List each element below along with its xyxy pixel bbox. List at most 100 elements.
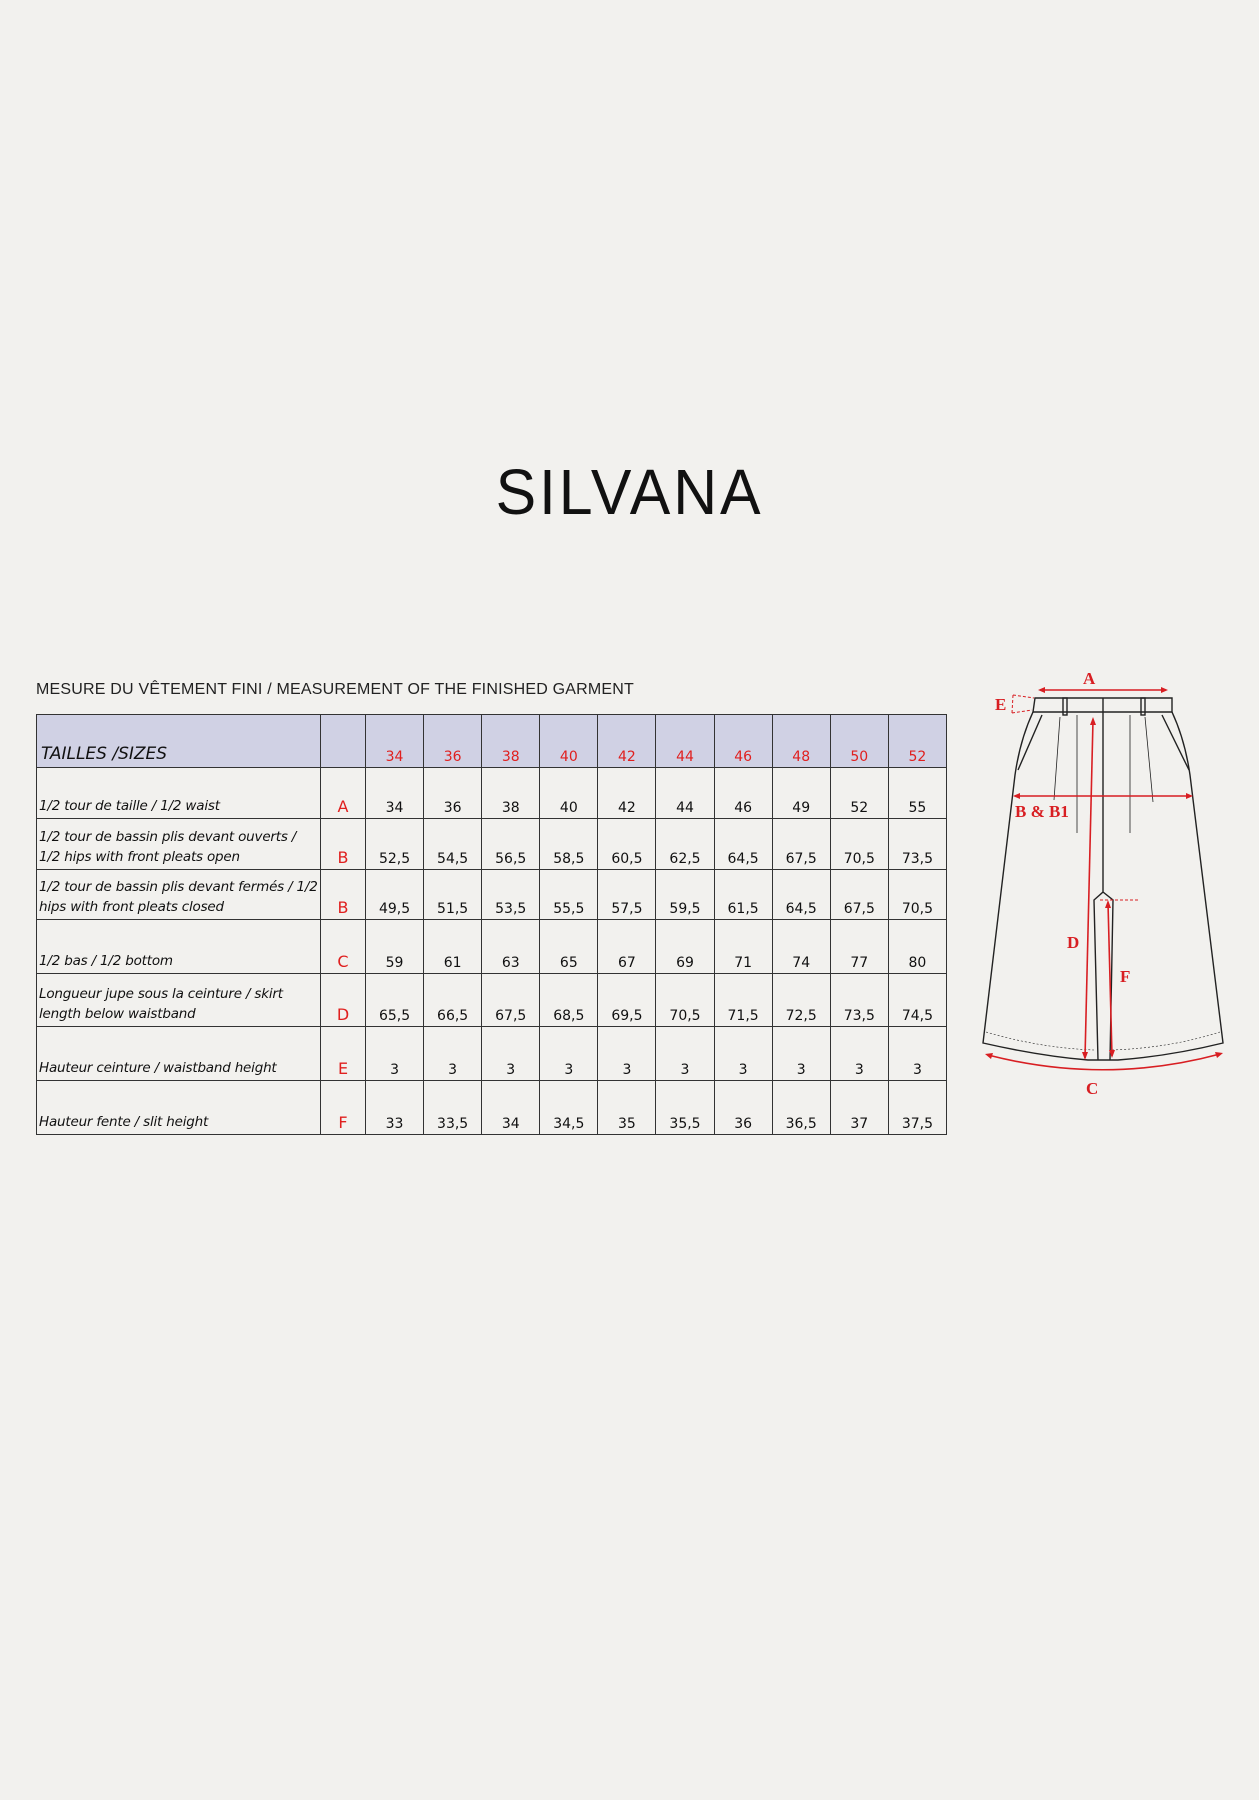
value-cell: 55 <box>887 767 948 819</box>
value-cell: 59 <box>364 919 425 974</box>
value-cell: 61,5 <box>713 869 773 920</box>
header-sizes-label: TAILLES /SIZES <box>36 714 321 768</box>
value-cell: 35 <box>597 1080 657 1135</box>
table-row: Longueur jupe sous la ceinture / skirt l… <box>36 973 948 1027</box>
value-cell: 33,5 <box>423 1080 483 1135</box>
value-cell: 73,5 <box>887 818 948 870</box>
value-cell: 33 <box>364 1080 425 1135</box>
value-cell: 46 <box>713 767 773 819</box>
value-cell: 49,5 <box>364 869 425 920</box>
header-size-44: 44 <box>655 714 715 768</box>
value-cell: 70,5 <box>829 818 889 870</box>
row-label: Hauteur fente / slit height <box>36 1080 321 1135</box>
value-cell: 66,5 <box>423 973 483 1027</box>
value-cell: 35,5 <box>655 1080 715 1135</box>
value-cell: 63 <box>481 919 541 974</box>
value-cell: 38 <box>481 767 541 819</box>
value-cell: 70,5 <box>887 869 948 920</box>
row-label: 1/2 tour de taille / 1/2 waist <box>36 767 321 819</box>
measurement-arrows <box>985 687 1223 1071</box>
table-row: 1/2 tour de bassin plis devant fermés / … <box>36 869 948 920</box>
value-cell: 73,5 <box>829 973 889 1027</box>
value-cell: 37 <box>829 1080 889 1135</box>
value-cell: 58,5 <box>539 818 599 870</box>
label-c: C <box>1086 1079 1098 1098</box>
value-cell: 77 <box>829 919 889 974</box>
value-cell: 60,5 <box>597 818 657 870</box>
table-header-row: TAILLES /SIZES 34 36 38 40 42 44 46 48 50 52 <box>36 714 948 768</box>
value-cell: 36 <box>713 1080 773 1135</box>
value-cell: 67 <box>597 919 657 974</box>
row-code: A <box>320 767 366 819</box>
row-label: 1/2 bas / 1/2 bottom <box>36 919 321 974</box>
header-size-48: 48 <box>771 714 831 768</box>
value-cell: 57,5 <box>597 869 657 920</box>
value-cell: 54,5 <box>423 818 483 870</box>
value-cell: 36,5 <box>771 1080 831 1135</box>
value-cell: 72,5 <box>771 973 831 1027</box>
value-cell: 70,5 <box>655 973 715 1027</box>
header-size-42: 42 <box>597 714 657 768</box>
table-row: 1/2 tour de bassin plis devant ouverts /… <box>36 818 948 870</box>
label-d: D <box>1067 933 1079 952</box>
row-code: F <box>320 1080 366 1135</box>
row-label: Longueur jupe sous la ceinture / skirt l… <box>36 973 321 1027</box>
value-cell: 49 <box>771 767 831 819</box>
row-label: Hauteur ceinture / waistband height <box>36 1026 321 1081</box>
value-cell: 3 <box>364 1026 425 1081</box>
label-e: E <box>995 695 1006 714</box>
size-chart-table: TAILLES /SIZES 34 36 38 40 42 44 46 48 50 52 1/2 … <box>36 714 948 1135</box>
skirt-outline <box>982 697 1224 1061</box>
value-cell: 52,5 <box>364 818 425 870</box>
value-cell: 34,5 <box>539 1080 599 1135</box>
value-cell: 3 <box>423 1026 483 1081</box>
value-cell: 52 <box>829 767 889 819</box>
value-cell: 64,5 <box>713 818 773 870</box>
value-cell: 65,5 <box>364 973 425 1027</box>
value-cell: 44 <box>655 767 715 819</box>
label-f: F <box>1120 967 1130 986</box>
row-label: 1/2 tour de bassin plis devant fermés / … <box>36 869 321 920</box>
header-size-50: 50 <box>829 714 889 768</box>
value-cell: 71,5 <box>713 973 773 1027</box>
header-code-cell <box>320 714 366 768</box>
value-cell: 36 <box>423 767 483 819</box>
value-cell: 69 <box>655 919 715 974</box>
header-size-36: 36 <box>423 714 483 768</box>
value-cell: 74 <box>771 919 831 974</box>
value-cell: 3 <box>597 1026 657 1081</box>
row-code: B <box>320 818 366 870</box>
value-cell: 37,5 <box>887 1080 948 1135</box>
value-cell: 3 <box>829 1026 889 1081</box>
label-b-b1: B & B1 <box>1015 802 1069 821</box>
value-cell: 61 <box>423 919 483 974</box>
value-cell: 34 <box>364 767 425 819</box>
value-cell: 42 <box>597 767 657 819</box>
value-cell: 3 <box>771 1026 831 1081</box>
value-cell: 67,5 <box>829 869 889 920</box>
value-cell: 3 <box>539 1026 599 1081</box>
header-size-46: 46 <box>713 714 773 768</box>
header-size-40: 40 <box>539 714 599 768</box>
row-label: 1/2 tour de bassin plis devant ouverts /… <box>36 818 321 870</box>
value-cell: 69,5 <box>597 973 657 1027</box>
row-code: C <box>320 919 366 974</box>
table-caption: MESURE DU VÊTEMENT FINI / MEASUREMENT OF… <box>36 681 635 698</box>
header-size-52: 52 <box>887 714 948 768</box>
value-cell: 56,5 <box>481 818 541 870</box>
value-cell: 3 <box>887 1026 948 1081</box>
value-cell: 3 <box>713 1026 773 1081</box>
value-cell: 62,5 <box>655 818 715 870</box>
value-cell: 59,5 <box>655 869 715 920</box>
value-cell: 67,5 <box>771 818 831 870</box>
value-cell: 65 <box>539 919 599 974</box>
value-cell: 80 <box>887 919 948 974</box>
value-cell: 34 <box>481 1080 541 1135</box>
skirt-technical-drawing: A E B & B1 D F C <box>982 669 1224 1098</box>
value-cell: 51,5 <box>423 869 483 920</box>
value-cell: 3 <box>655 1026 715 1081</box>
value-cell: 3 <box>481 1026 541 1081</box>
row-code: E <box>320 1026 366 1081</box>
header-size-34: 34 <box>364 714 425 768</box>
table-row: 1/2 tour de taille / 1/2 waist A 34 36 38 40 4… <box>36 767 948 819</box>
